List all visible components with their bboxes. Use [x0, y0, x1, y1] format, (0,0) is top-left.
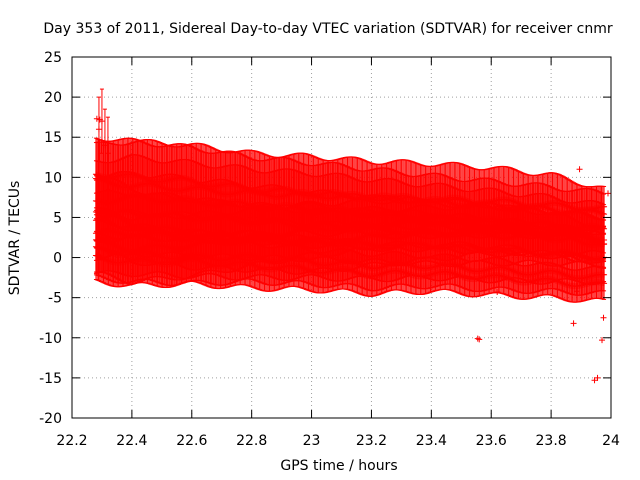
chart-title: Day 353 of 2011, Sidereal Day-to-day VTE… [43, 21, 612, 37]
data-layer [93, 89, 611, 383]
